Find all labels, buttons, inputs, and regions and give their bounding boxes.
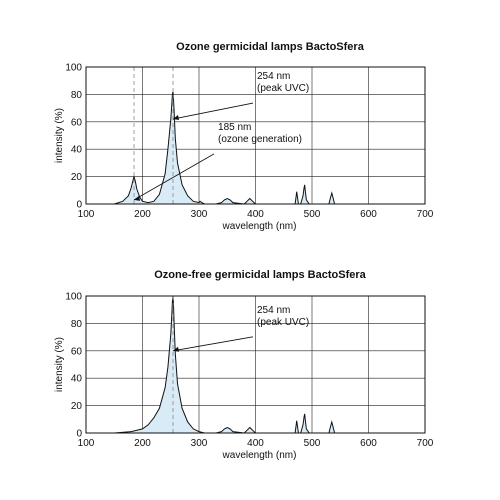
y-axis-label: intensity (%) bbox=[54, 337, 65, 392]
x-tick-label: 100 bbox=[78, 438, 95, 449]
annotation-text: 254 nm bbox=[257, 71, 290, 82]
x-tick-labels: 100 200 300 400 500 600 700 bbox=[78, 438, 434, 449]
x-tick-label: 700 bbox=[417, 438, 434, 449]
peak-markers bbox=[133, 67, 174, 204]
spectrum-curve bbox=[114, 91, 358, 205]
annotation-arrowhead bbox=[173, 346, 180, 352]
y-tick-label: 0 bbox=[76, 200, 82, 211]
annotation-arrow bbox=[172, 102, 254, 120]
annotation-text: 254 nm bbox=[257, 305, 290, 316]
y-tick-label: 80 bbox=[71, 319, 83, 330]
plot-frame bbox=[85, 66, 426, 205]
plot-frame bbox=[85, 295, 426, 434]
y-tick-label: 80 bbox=[71, 90, 83, 101]
spectrum-curve bbox=[114, 295, 358, 434]
x-tick-label: 500 bbox=[304, 438, 321, 449]
annotation-arrowhead bbox=[173, 115, 180, 121]
annotation-text: (ozone generation) bbox=[218, 134, 302, 145]
y-tick-label: 0 bbox=[76, 429, 82, 440]
ozone-free-lamps-chart: Ozone-free germicidal lamps BactoSfera 1… bbox=[0, 250, 500, 500]
annotation-arrow bbox=[172, 336, 254, 352]
x-tick-label: 400 bbox=[247, 209, 264, 220]
x-tick-label: 300 bbox=[191, 209, 208, 220]
x-tick-label: 200 bbox=[134, 209, 151, 220]
y-tick-label: 100 bbox=[65, 292, 82, 303]
x-axis-label: wavelength (nm) bbox=[222, 221, 297, 232]
chart-title: Ozone-free germicidal lamps BactoSfera bbox=[154, 269, 366, 281]
annotations: 254 nm(peak UVC) 185 nm(ozone generation) bbox=[133, 71, 309, 201]
x-tick-label: 700 bbox=[417, 209, 434, 220]
ozone-free-lamps-chart-svg: Ozone-free germicidal lamps BactoSfera 1… bbox=[54, 269, 434, 461]
annotation-arrow bbox=[133, 153, 215, 201]
x-tick-label: 100 bbox=[78, 209, 95, 220]
grid bbox=[85, 295, 426, 434]
x-tick-labels: 100 200 300 400 500 600 700 bbox=[78, 209, 434, 220]
y-tick-labels: 0 20 40 60 80 100 bbox=[65, 292, 82, 440]
x-tick-label: 200 bbox=[134, 438, 151, 449]
y-tick-label: 40 bbox=[71, 374, 83, 385]
annotations: 254 nm(peak UVC) bbox=[172, 305, 309, 352]
x-axis-label: wavelength (nm) bbox=[222, 450, 297, 461]
x-tick-label: 600 bbox=[360, 438, 377, 449]
y-tick-labels: 0 20 40 60 80 100 bbox=[65, 63, 82, 211]
x-tick-label: 600 bbox=[360, 209, 377, 220]
chart-title: Ozone germicidal lamps BactoSfera bbox=[176, 41, 365, 53]
ozone-lamps-chart-svg: Ozone germicidal lamps BactoSfera 100 200… bbox=[54, 41, 434, 232]
x-tick-label: 500 bbox=[304, 209, 321, 220]
y-tick-label: 100 bbox=[65, 63, 82, 74]
y-tick-label: 60 bbox=[71, 117, 83, 128]
y-axis-label: intensity (%) bbox=[54, 108, 65, 163]
y-tick-label: 60 bbox=[71, 346, 83, 357]
ozone-lamps-chart: Ozone germicidal lamps BactoSfera 100 200… bbox=[54, 41, 434, 232]
y-tick-label: 40 bbox=[71, 145, 83, 156]
y-tick-label: 20 bbox=[71, 172, 83, 183]
annotation-text: (peak UVC) bbox=[257, 317, 309, 328]
annotation-text: 185 nm bbox=[218, 122, 251, 133]
x-tick-label: 300 bbox=[191, 438, 208, 449]
x-tick-label: 400 bbox=[247, 438, 264, 449]
annotation-arrowhead bbox=[134, 195, 141, 201]
annotation-text: (peak UVC) bbox=[257, 83, 309, 94]
y-tick-label: 20 bbox=[71, 401, 83, 412]
